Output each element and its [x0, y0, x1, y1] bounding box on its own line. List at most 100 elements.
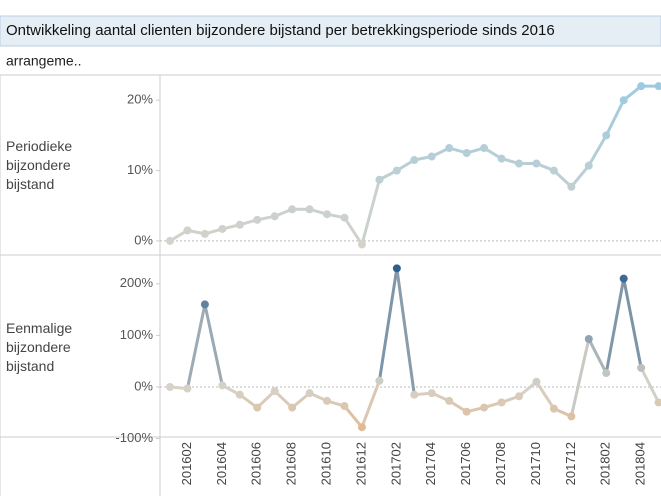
point — [445, 396, 454, 405]
point — [375, 175, 384, 184]
x-tick-label: 201606 — [249, 442, 264, 485]
line-segment — [343, 404, 364, 429]
point — [410, 390, 419, 399]
line-segment — [273, 389, 294, 410]
point — [218, 224, 227, 233]
line-segment — [203, 302, 224, 387]
point — [567, 182, 576, 191]
point — [497, 398, 506, 407]
point — [270, 387, 279, 396]
point — [532, 159, 541, 168]
point — [253, 403, 262, 412]
x-tick-label: 201804 — [633, 442, 648, 485]
y-tick-label: 100% — [120, 327, 154, 342]
title-bar — [0, 15, 661, 47]
line-segment — [360, 379, 381, 429]
x-tick-label: 201602 — [179, 442, 194, 485]
x-tick-label: 201604 — [214, 442, 229, 485]
point — [235, 220, 244, 229]
line-segment — [377, 266, 399, 383]
point — [200, 229, 209, 238]
point — [549, 404, 558, 413]
line-segment — [360, 178, 381, 246]
point — [235, 390, 244, 399]
x-tick-label: 201706 — [458, 442, 473, 485]
x-tick-label: 201712 — [563, 442, 578, 485]
x-tick-label: 201704 — [423, 442, 438, 485]
point — [584, 334, 593, 343]
point — [166, 236, 174, 245]
line-segment — [604, 277, 626, 375]
x-tick-label: 201608 — [284, 442, 299, 485]
point — [357, 240, 366, 249]
point — [567, 412, 576, 421]
point — [549, 166, 558, 175]
line-segment — [395, 266, 416, 397]
point — [270, 212, 279, 221]
point — [183, 384, 192, 393]
point — [619, 96, 628, 105]
y-tick-label: 200% — [120, 275, 154, 290]
x-tick-label: 201610 — [318, 442, 333, 485]
point — [375, 376, 384, 385]
line-segment — [534, 380, 556, 411]
point — [445, 144, 454, 153]
x-tick-label: 201612 — [353, 442, 368, 485]
row-label: Eenmalige bijzondere bijstand — [6, 319, 73, 374]
point — [218, 381, 227, 390]
line-segment — [622, 277, 643, 370]
x-tick-label: 201710 — [528, 442, 543, 485]
point — [480, 403, 489, 412]
point — [497, 154, 506, 163]
line-segment — [343, 216, 364, 246]
point — [392, 166, 401, 175]
point — [480, 144, 489, 153]
point — [602, 369, 611, 378]
point — [200, 300, 209, 309]
point — [515, 159, 523, 168]
line-segment — [604, 98, 626, 137]
point — [619, 274, 628, 283]
point — [392, 264, 401, 273]
x-tick-label: 201802 — [598, 442, 613, 485]
point — [584, 161, 593, 170]
y-tick-label: 0% — [134, 378, 153, 393]
point — [340, 213, 349, 222]
point — [357, 423, 366, 432]
x-tick-label: 201708 — [493, 442, 508, 485]
point — [340, 402, 349, 411]
x-tick-label: 201702 — [388, 442, 403, 485]
point — [323, 210, 332, 219]
line-segment — [587, 337, 608, 375]
y-tick-label: 10% — [127, 162, 153, 177]
point — [166, 382, 174, 391]
point — [183, 226, 192, 235]
y-tick-label: 0% — [134, 232, 153, 247]
point — [253, 215, 262, 224]
point — [637, 363, 646, 372]
filter-label[interactable]: arrangeme.. — [6, 53, 81, 69]
point — [427, 389, 436, 398]
line-segment — [569, 337, 591, 418]
point — [462, 148, 471, 157]
point — [637, 82, 646, 91]
point — [288, 403, 297, 412]
point — [410, 156, 419, 165]
point — [427, 152, 436, 161]
point — [654, 82, 661, 91]
point — [532, 377, 541, 386]
point — [654, 398, 661, 407]
row-label: Periodieke bijzondere bijstand — [6, 138, 73, 192]
point — [288, 205, 297, 214]
point — [323, 396, 332, 405]
point — [462, 407, 471, 416]
title: Ontwikkeling aantal clienten bijzondere … — [6, 22, 555, 39]
line-segment — [639, 366, 661, 404]
point — [305, 389, 314, 398]
point — [602, 131, 611, 140]
line-segment — [569, 164, 591, 189]
line-segment — [255, 389, 277, 410]
point — [515, 392, 523, 401]
